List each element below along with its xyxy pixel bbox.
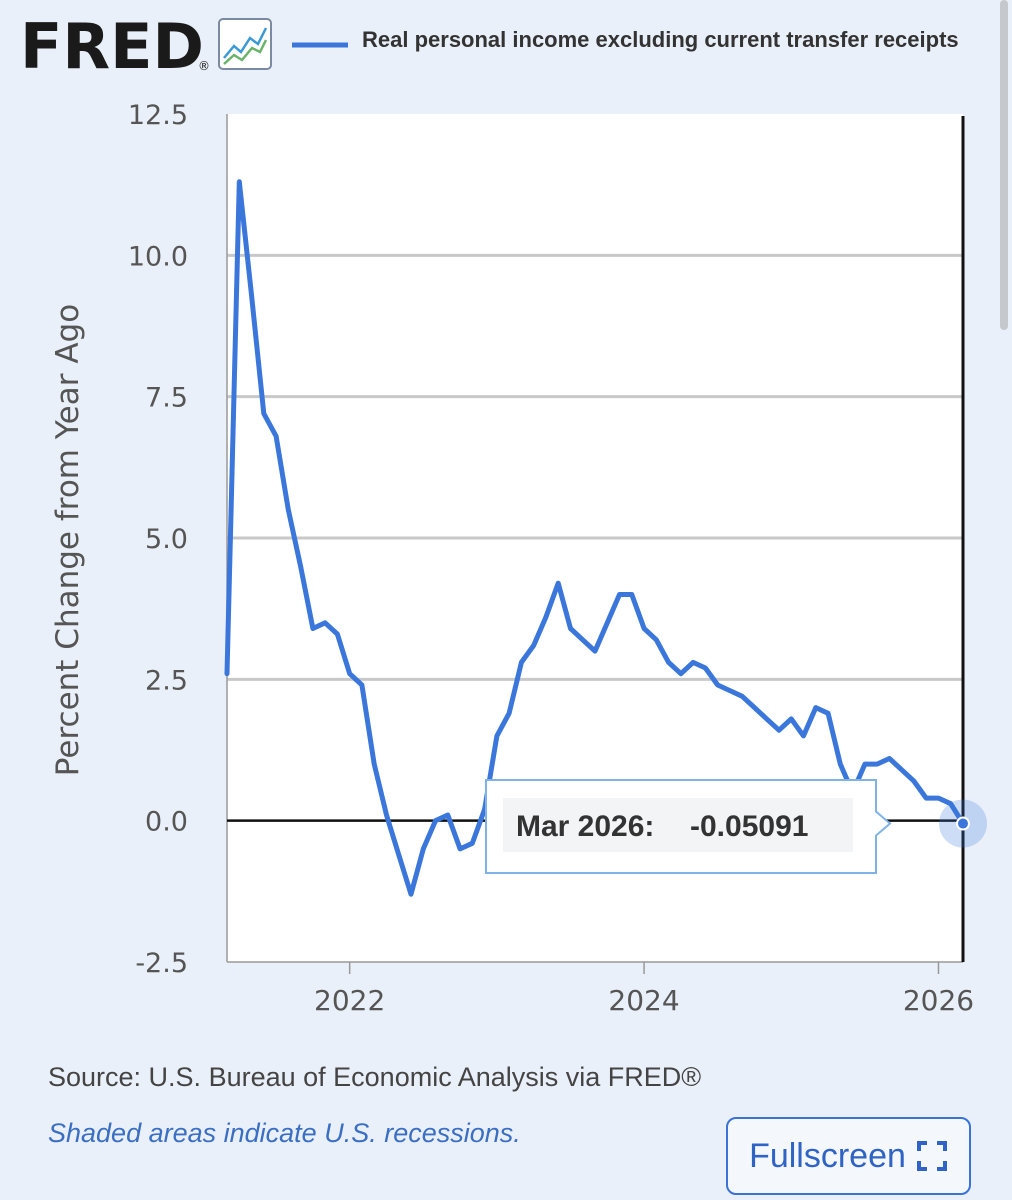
fred-logo-text: FRED (20, 10, 204, 83)
data-point (692, 661, 694, 663)
data-point (606, 622, 608, 624)
data-point (619, 594, 621, 596)
legend-label: Real personal income excluding current t… (362, 27, 959, 52)
data-point (361, 684, 363, 686)
data-point (324, 622, 326, 624)
data-point (471, 842, 473, 844)
tooltip-value: -0.05091 (690, 810, 808, 843)
y-tick-label: 12.5 (128, 100, 188, 131)
data-point (864, 763, 866, 765)
data-point (876, 763, 878, 765)
line-graph-icon (218, 18, 272, 70)
fred-logo[interactable]: FRED ® (20, 10, 210, 83)
data-point (520, 661, 522, 663)
data-point (937, 797, 939, 799)
data-point (251, 294, 253, 296)
data-point (336, 633, 338, 635)
data-point (385, 814, 387, 816)
data-point (557, 582, 559, 584)
data-point (496, 735, 498, 737)
gridlines (227, 253, 963, 681)
y-tick-label: 7.5 (145, 383, 188, 414)
data-point (569, 627, 571, 629)
y-tick-label: -2.5 (135, 948, 188, 979)
data-point (717, 684, 719, 686)
data-point (827, 712, 829, 714)
y-axis-label: Percent Change from Year Ago (50, 304, 86, 776)
recession-note[interactable]: Shaded areas indicate U.S. recessions. (48, 1118, 521, 1148)
data-point (398, 854, 400, 856)
data-point (410, 893, 412, 895)
hover-tooltip: Mar 2026: -0.05091 (485, 779, 892, 874)
data-point (778, 729, 780, 731)
x-axis-ticks: 2022 2024 2026 (314, 962, 974, 1017)
data-point (533, 644, 535, 646)
data-point (655, 639, 657, 641)
fullscreen-label: Fullscreen (749, 1136, 906, 1175)
data-point (815, 707, 817, 709)
y-axis-ticks: 12.5 10.0 7.5 5.0 2.5 0.0 -2.5 (128, 100, 188, 979)
data-point (753, 707, 755, 709)
y-tick-label: 10.0 (128, 241, 188, 272)
data-point (459, 848, 461, 850)
scrollbar[interactable] (1000, 0, 1008, 330)
source-text: Source: U.S. Bureau of Economic Analysis… (48, 1062, 702, 1092)
data-point (508, 712, 510, 714)
data-point (422, 848, 424, 850)
data-point (631, 594, 633, 596)
x-tick-label: 2024 (608, 984, 679, 1017)
chart: FRED ® Real personal income excluding cu… (20, 10, 987, 1017)
tooltip-date: Mar 2026: (516, 810, 654, 843)
data-point (913, 780, 915, 782)
data-point (582, 639, 584, 641)
data-point (435, 820, 437, 822)
data-point (594, 650, 596, 652)
data-point (668, 661, 670, 663)
data-point (349, 673, 351, 675)
data-point (447, 814, 449, 816)
x-tick-label: 2022 (314, 984, 385, 1017)
data-point (803, 735, 805, 737)
y-tick-label: 2.5 (145, 665, 188, 696)
data-point (484, 808, 486, 810)
data-point (901, 769, 903, 771)
data-point (790, 718, 792, 720)
fullscreen-button[interactable]: Fullscreen (726, 1117, 971, 1195)
data-point (766, 718, 768, 720)
data-point (287, 509, 289, 511)
data-point (729, 690, 731, 692)
data-point (373, 763, 375, 765)
data-point (839, 763, 841, 765)
legend[interactable]: Real personal income excluding current t… (292, 27, 959, 52)
data-point (950, 803, 952, 805)
data-point (238, 181, 240, 183)
data-point (888, 757, 890, 759)
data-point (263, 413, 265, 415)
data-point (226, 673, 228, 675)
data-point (312, 627, 314, 629)
data-point (704, 667, 706, 669)
data-point (741, 695, 743, 697)
data-point (300, 565, 302, 567)
y-tick-label: 0.0 (145, 807, 188, 838)
registered-mark: ® (198, 59, 210, 73)
y-tick-label: 5.0 (145, 524, 188, 555)
data-point (680, 673, 682, 675)
expand-icon (916, 1141, 947, 1171)
data-point (545, 616, 547, 618)
data-point (643, 627, 645, 629)
hover-point-marker[interactable] (956, 816, 970, 831)
data-point (275, 435, 277, 437)
tooltip-text-bg (503, 798, 853, 852)
x-tick-label: 2026 (903, 984, 974, 1017)
data-point (925, 797, 927, 799)
